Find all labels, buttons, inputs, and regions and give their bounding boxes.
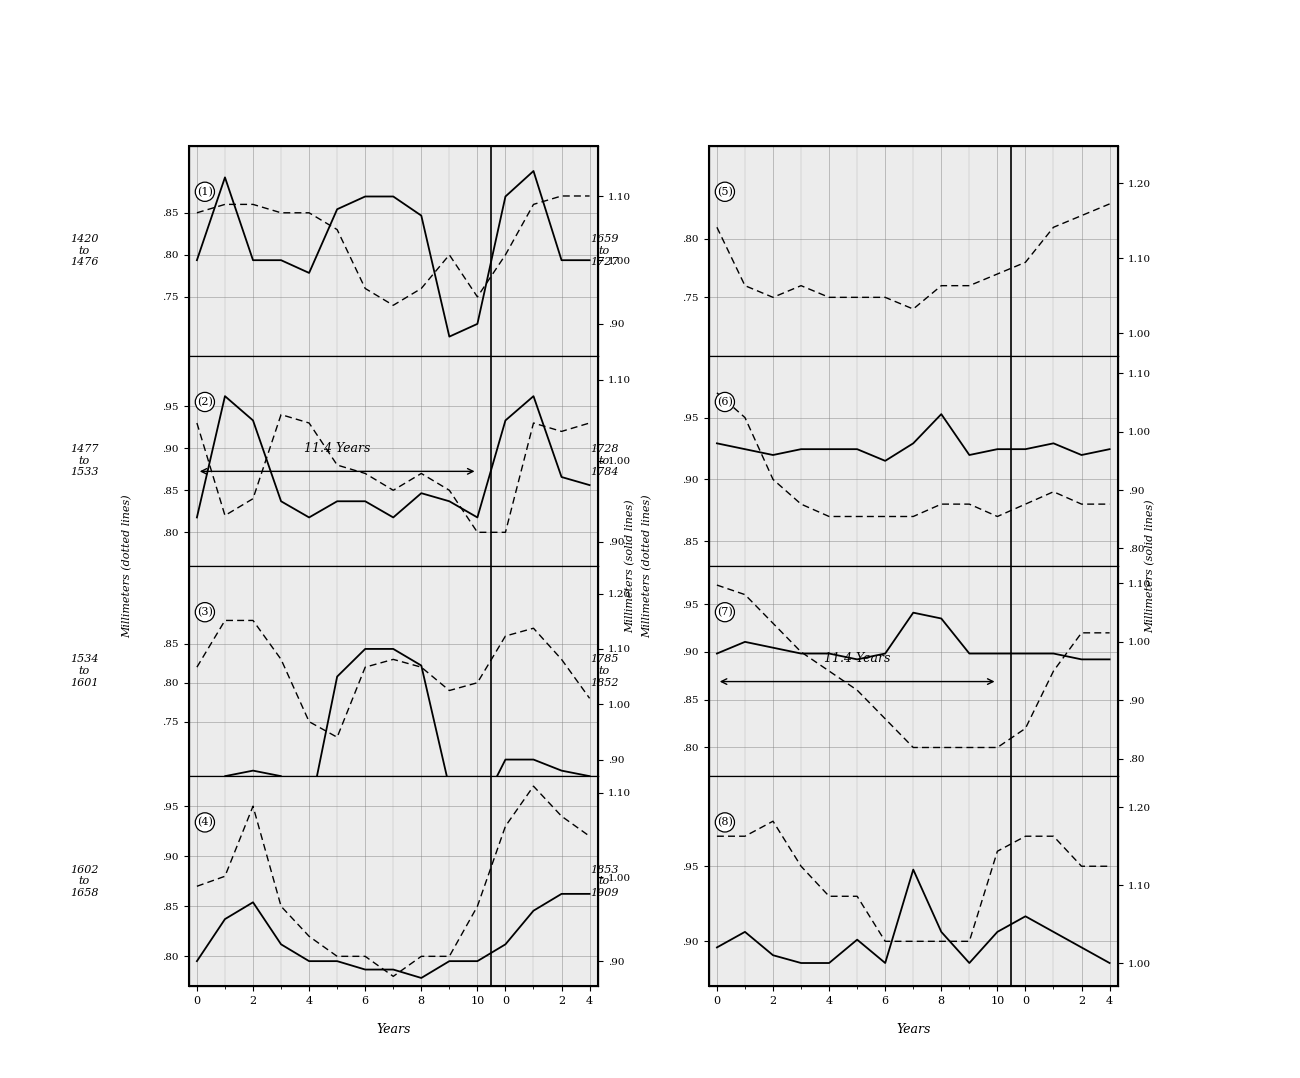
Text: Millimeters (solid lines): Millimeters (solid lines) (1145, 499, 1156, 633)
Text: 1477
to
1533: 1477 to 1533 (70, 444, 99, 478)
Text: (5): (5) (716, 186, 733, 197)
Text: 1420
to
1476: 1420 to 1476 (70, 234, 99, 267)
Text: (4): (4) (196, 817, 213, 828)
Text: Millimeters (dotted lines): Millimeters (dotted lines) (122, 494, 133, 638)
Text: 1785
to
1852: 1785 to 1852 (590, 654, 619, 688)
Text: (1): (1) (196, 186, 213, 197)
Text: Years: Years (376, 1023, 411, 1036)
Text: (2): (2) (196, 397, 213, 407)
Text: 11.4 Years: 11.4 Years (304, 442, 370, 455)
Text: (3): (3) (196, 607, 213, 618)
Text: 1659
to
1727: 1659 to 1727 (590, 234, 619, 267)
Text: (8): (8) (716, 817, 733, 828)
Text: (7): (7) (718, 607, 733, 618)
Text: 11.4 Years: 11.4 Years (824, 652, 891, 665)
Text: (6): (6) (716, 397, 733, 407)
Text: 1602
to
1658: 1602 to 1658 (70, 865, 99, 898)
Text: 1534
to
1601: 1534 to 1601 (70, 654, 99, 688)
Text: Years: Years (896, 1023, 931, 1036)
Text: Millimeters (dotted lines): Millimeters (dotted lines) (642, 494, 653, 638)
Text: Millimeters (solid lines): Millimeters (solid lines) (625, 499, 636, 633)
Text: alamy: alamy (78, 1045, 144, 1064)
Text: 1728
to
1784: 1728 to 1784 (590, 444, 619, 478)
Text: 1853
to
1909: 1853 to 1909 (590, 865, 619, 898)
